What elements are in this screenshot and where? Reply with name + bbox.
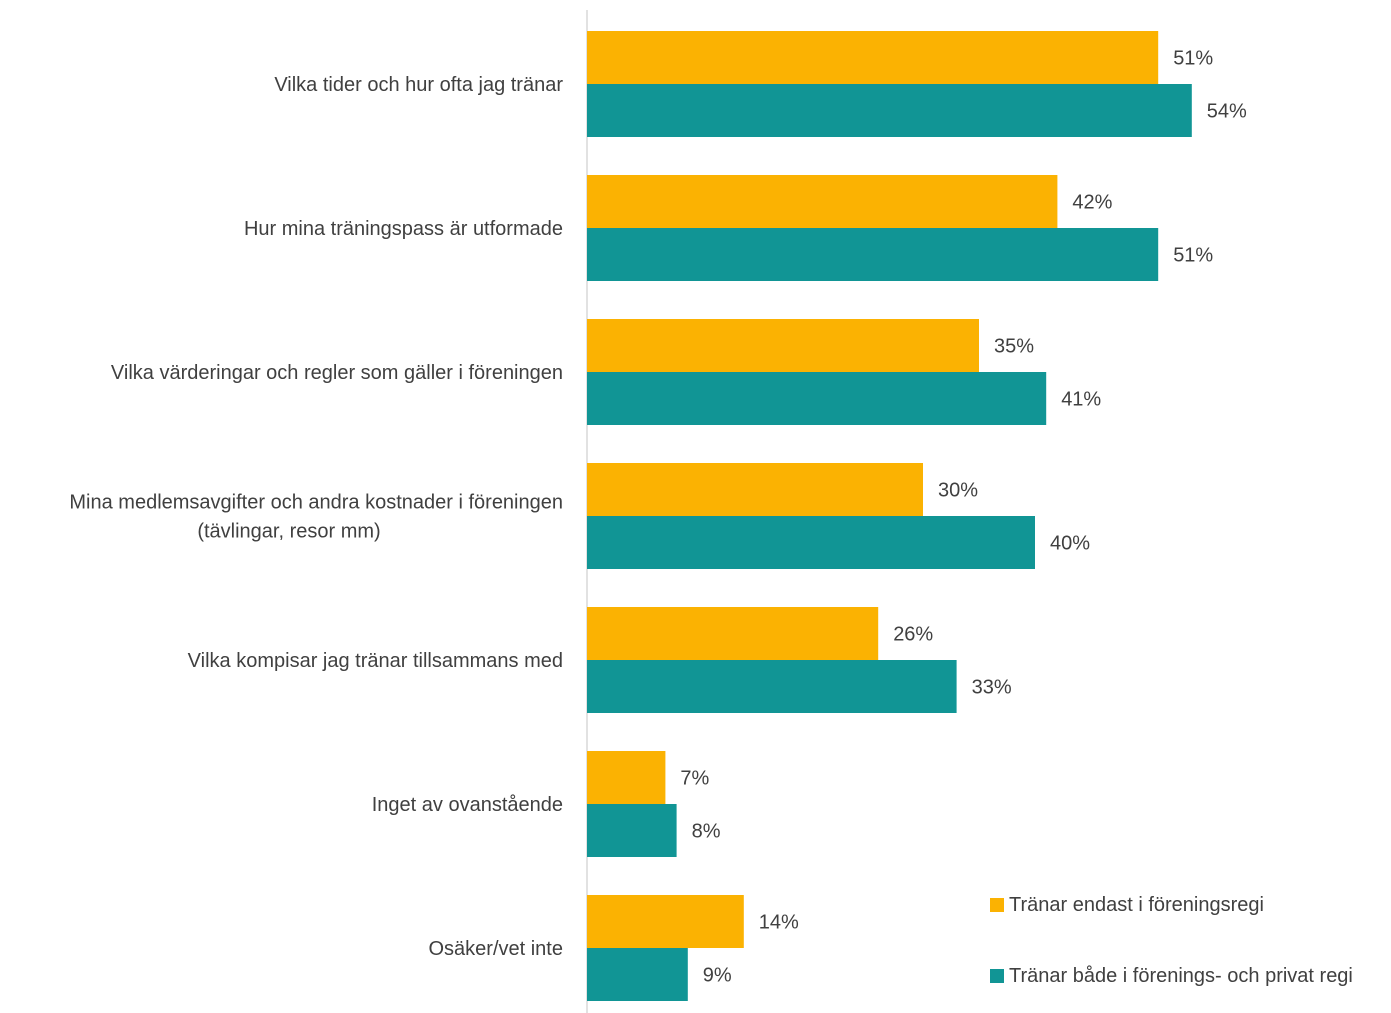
bar-forenings-och-privat [587,948,688,1001]
legend-swatch [990,969,1004,983]
bar-foreningsregi [587,895,744,948]
data-label: 8% [692,821,721,843]
legend-label: Tränar endast i föreningsregi [1009,894,1264,916]
bar-foreningsregi [587,751,666,804]
bar-foreningsregi [587,463,923,516]
data-label: 30% [938,480,978,502]
bar-forenings-och-privat [587,84,1192,137]
bar-forenings-och-privat [587,660,957,713]
category-label: Vilka tider och hur ofta jag tränar [274,74,563,96]
data-label: 42% [1072,192,1112,214]
category-label: Inget av ovanstående [372,794,563,816]
data-label: 33% [972,677,1012,699]
data-label: 51% [1173,245,1213,267]
bar-forenings-och-privat [587,372,1047,425]
category-label: Hur mina träningspass är utformade [244,218,563,240]
data-label: 54% [1207,101,1247,123]
data-label: 9% [703,965,732,987]
chart-marks: Vilka tider och hur ofta jag tränar 51% 54… [69,31,1247,1001]
data-label: 51% [1173,48,1213,70]
bar-foreningsregi [587,319,979,372]
data-label: 14% [759,912,799,934]
data-label: 40% [1050,533,1090,555]
bar-foreningsregi [587,31,1159,84]
category-label: Osäker/vet inte [428,938,563,960]
legend: Tränar endast i föreningsregi Tränar både… [990,894,1353,987]
category-label: (tävlingar, resor mm) [197,521,380,543]
data-label: 26% [893,624,933,646]
bar-forenings-och-privat [587,516,1035,569]
category-label: Vilka kompisar jag tränar tillsammans me… [188,650,563,672]
data-label: 7% [680,768,709,790]
category-label: Vilka värderingar och regler som gäller … [111,362,563,384]
legend-label: Tränar både i förenings- och privat regi [1009,965,1353,987]
bar-foreningsregi [587,607,879,660]
data-label: 35% [994,336,1034,358]
bar-foreningsregi [587,175,1058,228]
legend-swatch [990,898,1004,912]
data-label: 41% [1061,389,1101,411]
category-label: Mina medlemsavgifter och andra kostnader… [69,492,563,514]
bar-forenings-och-privat [587,804,677,857]
bar-forenings-och-privat [587,228,1159,281]
